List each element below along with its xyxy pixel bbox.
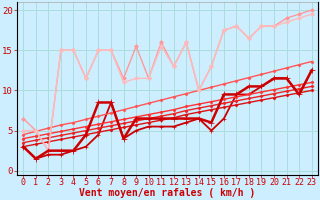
X-axis label: Vent moyen/en rafales ( km/h ): Vent moyen/en rafales ( km/h ): [79, 188, 256, 198]
